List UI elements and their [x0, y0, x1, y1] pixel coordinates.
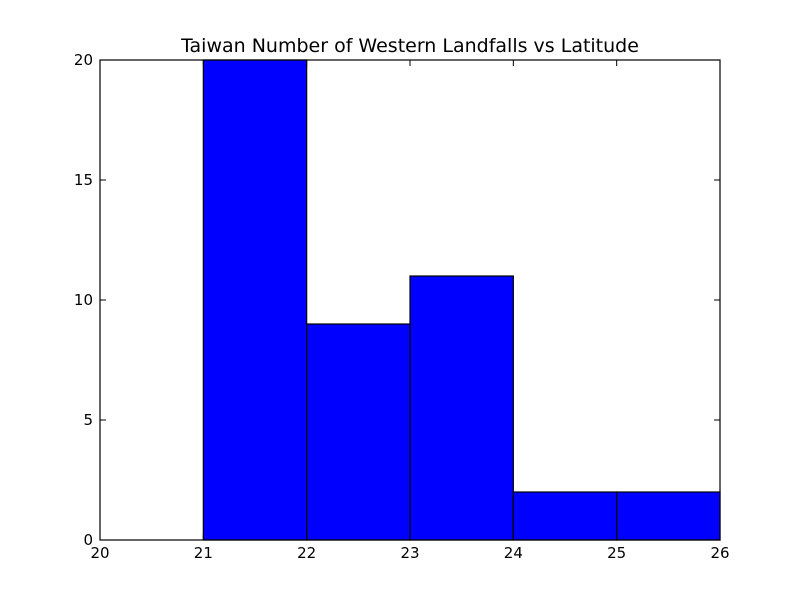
y-tick-label: 10	[74, 291, 93, 309]
histogram-bar-5	[616, 491, 721, 541]
bars-group	[202, 59, 721, 541]
chart-title: Taiwan Number of Western Landfalls vs La…	[180, 35, 639, 57]
x-tick-label: 23	[400, 544, 419, 562]
y-tick-label: 0	[83, 531, 93, 549]
x-tick-label: 24	[504, 544, 523, 562]
histogram-bar-4	[512, 491, 618, 541]
histogram-bar-2	[306, 323, 411, 541]
x-tick-labels: 20 21 22 23 24 25 26	[90, 544, 729, 562]
y-tick-labels: 0 5 10 15 20	[74, 51, 93, 549]
axes-frame	[99, 59, 721, 541]
y-tick-label: 5	[83, 411, 93, 429]
x-tick-label: 25	[607, 544, 626, 562]
y-tick-label: 20	[74, 51, 93, 69]
histogram-bar-1	[202, 59, 308, 541]
histogram-bar-3	[409, 275, 514, 541]
x-tick-label: 20	[90, 544, 109, 562]
y-tick-label: 15	[74, 171, 93, 189]
x-tick-label: 21	[194, 544, 213, 562]
x-tick-label: 26	[710, 544, 729, 562]
x-tick-label: 22	[297, 544, 316, 562]
